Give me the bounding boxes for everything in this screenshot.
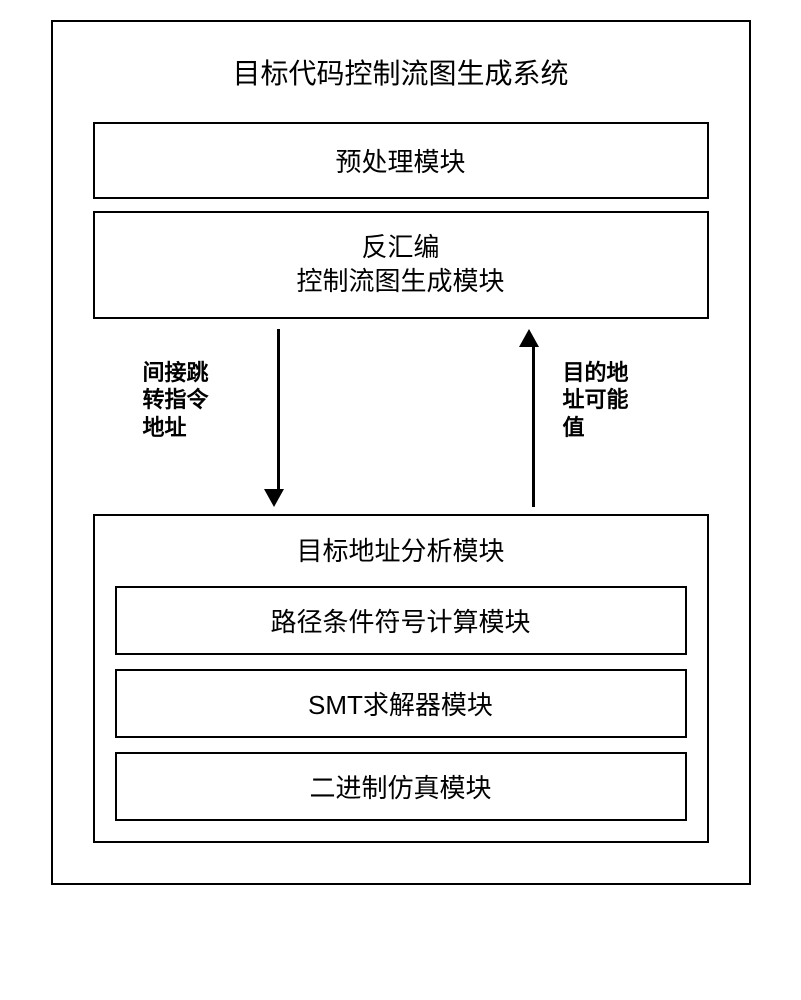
analysis-module: 目标地址分析模块 路径条件符号计算模块 SMT求解器模块 二进制仿真模块 — [93, 514, 709, 843]
spacer — [93, 199, 709, 211]
inner-module-smt-solver: SMT求解器模块 — [115, 669, 687, 738]
arrows-section: 间接跳 转指令 地址 目的地 址可能 值 — [93, 319, 709, 514]
system-container: 目标代码控制流图生成系统 预处理模块 反汇编 控制流图生成模块 间接跳 转指令 … — [51, 20, 751, 885]
disassembly-line1: 反汇编 — [105, 231, 697, 265]
arrow-up-head-icon — [519, 329, 539, 347]
inner-module-path-condition: 路径条件符号计算模块 — [115, 586, 687, 655]
arrow-down-head-icon — [264, 489, 284, 507]
arrow-down — [273, 329, 285, 507]
preprocess-module: 预处理模块 — [93, 122, 709, 199]
arrow-up-shaft — [532, 347, 535, 507]
inner-module-binary-sim: 二进制仿真模块 — [115, 752, 687, 821]
arrow-right-label: 目的地 址可能 值 — [563, 359, 673, 442]
arrow-down-shaft — [277, 329, 280, 489]
system-title: 目标代码控制流图生成系统 — [93, 52, 709, 92]
disassembly-line2: 控制流图生成模块 — [105, 265, 697, 299]
analysis-title: 目标地址分析模块 — [115, 531, 687, 568]
arrow-up — [528, 329, 540, 507]
arrow-left-label: 间接跳 转指令 地址 — [143, 359, 253, 442]
disassembly-module: 反汇编 控制流图生成模块 — [93, 211, 709, 319]
